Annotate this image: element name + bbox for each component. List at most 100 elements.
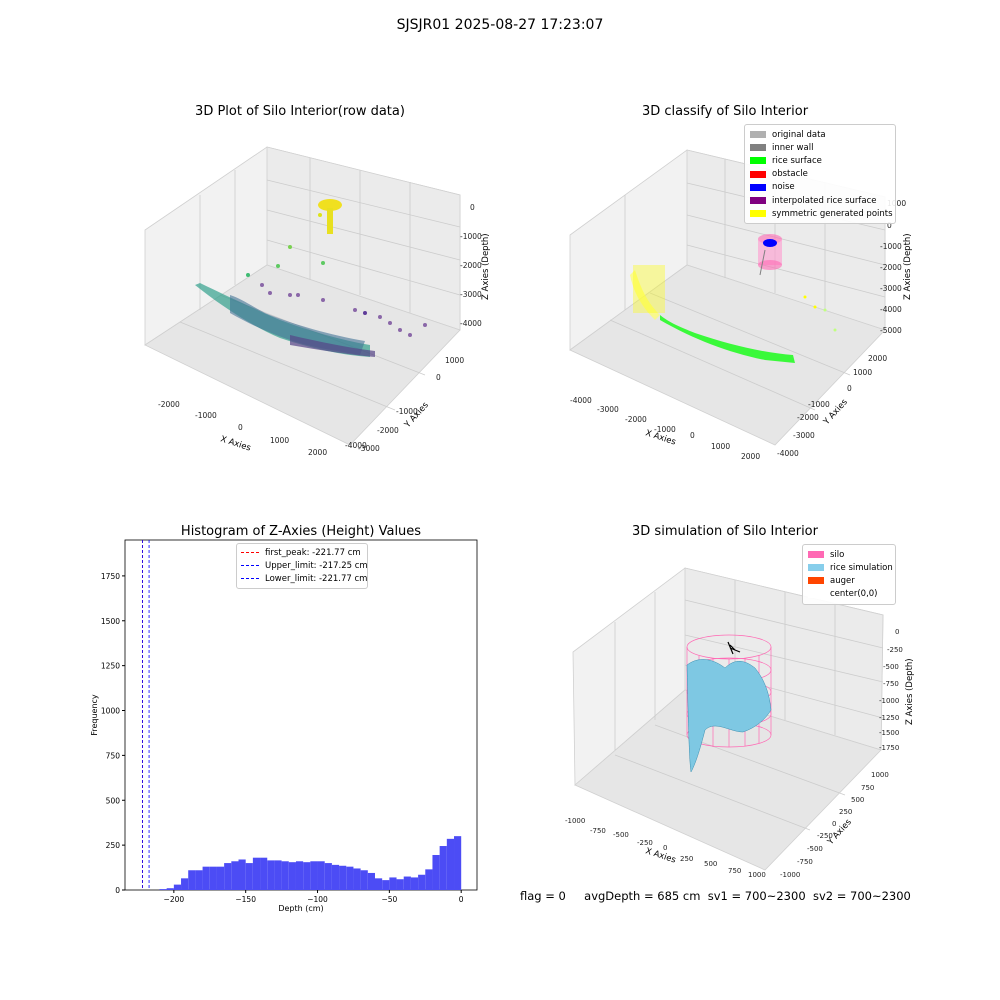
raw-y-tick: -4000 (345, 441, 367, 450)
legend-label: Lower_limit: -221.77 cm (265, 573, 368, 584)
classify-z-tick: 1000 (887, 199, 906, 208)
legend-swatch (750, 157, 766, 165)
legend-swatch (808, 551, 824, 559)
histogram-bar (382, 880, 390, 890)
legend-swatch (750, 170, 766, 178)
legend-label: inner wall (772, 142, 814, 153)
histogram-vlines (142, 540, 150, 890)
legend-line (241, 578, 259, 580)
legend-item: interpolated rice surface (750, 194, 890, 207)
legend-swatch (808, 590, 824, 598)
legend-swatch (750, 197, 766, 205)
flag-text: flag = 0 (520, 889, 566, 903)
classify-z-label: Z Axies (Depth) (903, 233, 913, 300)
sim-x-tick: 750 (728, 867, 741, 875)
classify-y-tick: -1000 (808, 400, 830, 409)
sim-z-tick: -250 (887, 646, 903, 654)
legend-item: Lower_limit: -221.77 cm (241, 572, 367, 585)
avg-depth-text: avgDepth = 685 cm (584, 889, 701, 903)
histogram-bar (346, 866, 354, 890)
histogram-bar (209, 866, 217, 890)
histogram-plot-area (124, 539, 478, 891)
legend-label: Upper_limit: -217.25 cm (265, 560, 368, 571)
histogram-bar (374, 878, 383, 890)
sim-x-tick: -500 (613, 831, 629, 839)
legend-swatch (750, 210, 766, 218)
histogram-bar (403, 876, 411, 890)
status-line: flag = 0 avgDepth = 685 cm sv1 = 700~230… (520, 889, 911, 903)
legend-label: auger (830, 575, 855, 586)
raw-x-label: X Axies (219, 434, 252, 453)
sim-y-tick: -250 (817, 832, 833, 840)
raw-y-tick: -2000 (377, 426, 399, 435)
histogram-bar (439, 846, 447, 890)
legend-label: original data (772, 129, 826, 140)
histogram-bar (195, 870, 203, 890)
rice-simulation-surface (686, 659, 772, 773)
sv1-text: sv1 = 700~2300 (707, 889, 806, 903)
x-tick-label: 0 (459, 895, 464, 904)
legend-line (241, 565, 259, 567)
legend-item: auger (808, 574, 890, 587)
histogram-bar (396, 879, 404, 890)
classify-legend: original data inner wall rice surface ob… (744, 124, 896, 225)
legend-swatch (808, 564, 824, 572)
raw-3d-plot: -2000 -1000 0 1000 2000 1000 0 -1000 -20… (144, 146, 491, 457)
sim-x-tick: 1000 (748, 871, 766, 879)
legend-swatch (750, 131, 766, 139)
simulation-legend: silo rice simulation auger center(0,0) (802, 544, 896, 605)
raw-plot-title: 3D Plot of Silo Interior(row data) (195, 104, 405, 119)
x-tick-label: −100 (307, 895, 328, 904)
legend-item: Upper_limit: -217.25 cm (241, 559, 368, 572)
y-tick-label: 1500 (101, 617, 120, 626)
legend-item: obstacle (750, 168, 890, 181)
legend-label: first_peak: -221.77 cm (265, 547, 361, 558)
figure-title: SJSJR01 2025-08-27 17:23:07 (396, 17, 604, 33)
histogram-bar (360, 870, 368, 890)
x-tick-label: −150 (235, 895, 256, 904)
sim-z-tick: -1750 (879, 744, 899, 752)
sv2-text: sv2 = 700~2300 (812, 889, 911, 903)
y-tick-label: 500 (106, 796, 121, 805)
sim-y-tick: 250 (839, 808, 852, 816)
histogram-title: Histogram of Z-Axies (Height) Values (180, 524, 422, 539)
legend-swatch (750, 144, 766, 152)
classify-z-tick: -1000 (880, 242, 902, 251)
histogram-bar (288, 862, 296, 890)
histogram-bar (310, 861, 318, 890)
classify-x-tick: -1000 (654, 425, 676, 434)
legend-item: rice simulation (808, 561, 893, 574)
histogram-bar (238, 859, 246, 890)
sim-y-tick: 750 (861, 784, 874, 792)
histogram-bar (159, 889, 167, 890)
histogram-x-ticks: −200 −150 −100 −50 0 (164, 890, 464, 904)
histogram-bar (367, 872, 375, 890)
histogram-y-label: Frequency (90, 694, 99, 736)
y-tick-label: 750 (106, 751, 121, 760)
sim-x-tick: 250 (680, 855, 693, 863)
raw-y-tick: -1000 (396, 407, 418, 416)
histogram-bar (418, 874, 426, 890)
histogram-bar (410, 877, 419, 890)
histogram-bar (454, 836, 462, 890)
sim-y-tick: -500 (807, 845, 823, 853)
histogram-bar (339, 865, 347, 890)
classify-x-tick: -3000 (597, 405, 619, 414)
y-tick-label: 0 (115, 886, 120, 895)
legend-item: original data (750, 128, 890, 141)
legend-swatch (750, 183, 766, 191)
classify-z-tick: -3000 (880, 284, 902, 293)
legend-item: first_peak: -221.77 cm (241, 546, 363, 559)
classify-x-tick: 2000 (741, 452, 760, 461)
histogram-x-label: Depth (cm) (278, 904, 323, 913)
histogram-y-ticks: 0 250 500 750 1000 1250 1500 1750 (101, 572, 125, 895)
classify-y-tick: -4000 (777, 449, 799, 458)
histogram-legend: first_peak: -221.77 cm Upper_limit: -217… (236, 543, 368, 589)
raw-x-tick: 1000 (270, 436, 289, 445)
raw-x-tick: 0 (238, 423, 243, 432)
histogram-bar (166, 888, 174, 890)
classify-x-tick: -2000 (625, 415, 647, 424)
raw-x-tick: 2000 (308, 448, 327, 457)
histogram-bar (188, 870, 196, 890)
raw-scatter-points (246, 199, 427, 337)
